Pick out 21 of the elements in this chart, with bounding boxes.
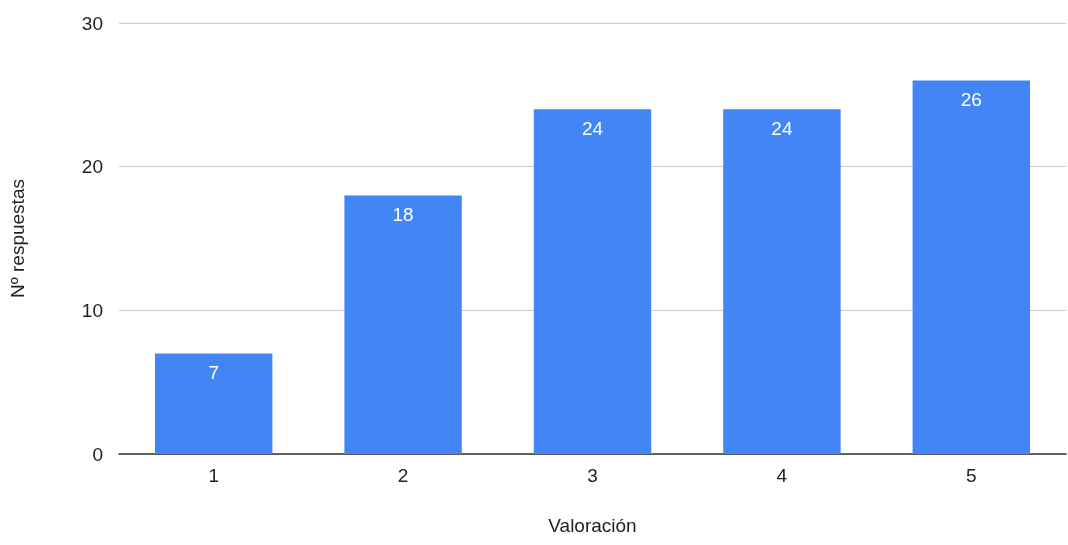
y-tick-label: 30 — [81, 12, 103, 34]
bar — [344, 195, 462, 454]
data-label: 7 — [208, 362, 219, 384]
bar — [154, 353, 273, 454]
x-tick-label: 2 — [397, 465, 409, 486]
data-label: 18 — [392, 204, 414, 226]
bar — [723, 109, 841, 454]
y-tick-label: 10 — [81, 299, 103, 321]
data-label: 24 — [771, 118, 793, 140]
data-label: 24 — [581, 118, 604, 140]
y-tick-label: 0 — [92, 443, 103, 465]
x-tick-label: 1 — [208, 465, 219, 486]
bar — [533, 109, 652, 454]
bar — [912, 80, 1031, 454]
y-tick-label: 20 — [81, 156, 103, 178]
y-axis-title: Nº respuestas — [7, 179, 28, 298]
x-tick-label: 4 — [776, 465, 788, 486]
x-axis-title: Valoración — [548, 515, 637, 536]
x-tick-label: 5 — [966, 465, 977, 486]
data-label: 26 — [960, 89, 982, 111]
x-tick-label: 3 — [587, 465, 598, 486]
